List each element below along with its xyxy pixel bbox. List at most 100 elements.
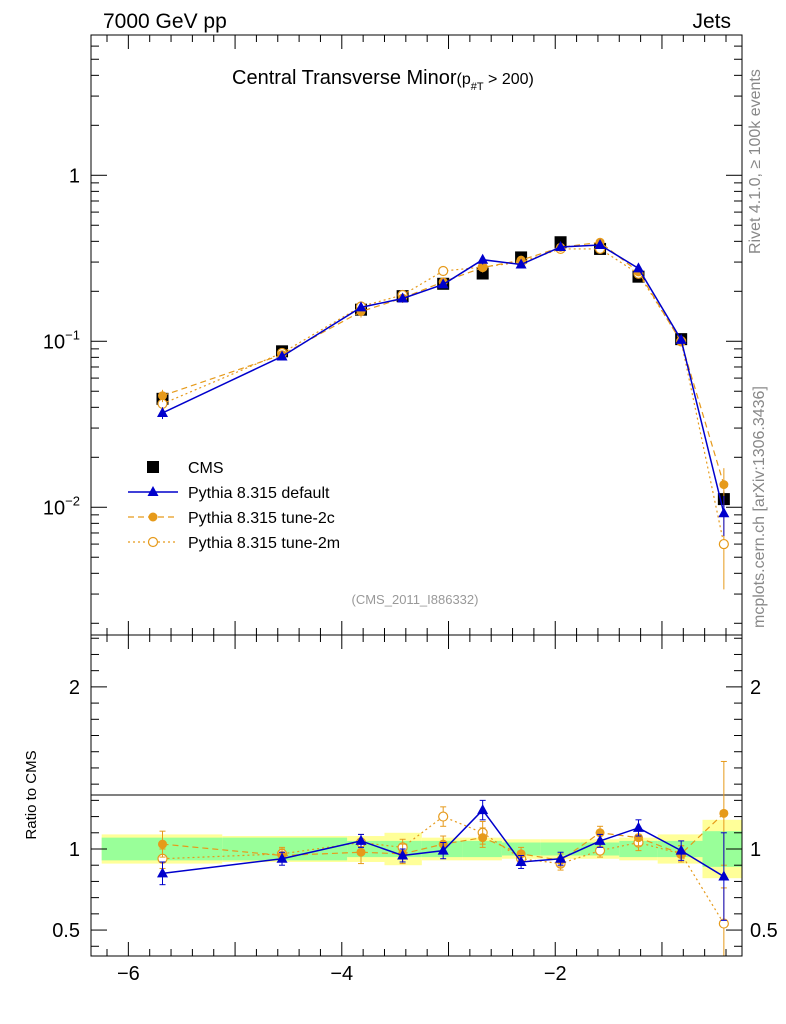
default-marker (718, 507, 730, 518)
ratio-y-tick-labels: 0.5 0.5 1 1 2 2 (52, 677, 778, 942)
default-marker (147, 486, 159, 496)
legend-item: Pythia 8.315 default (128, 485, 330, 502)
ratio-y-tick-label-right: 0.5 (750, 920, 778, 942)
legend-label: Pythia 8.315 tune-2m (188, 535, 340, 552)
main-y-tick-exp: −2 (65, 493, 80, 508)
tune2m-marker (718, 538, 729, 550)
default-marker (718, 870, 730, 881)
tune2c-marker (356, 847, 366, 857)
tune2c-marker (478, 263, 488, 273)
ratio-y-tick-label-left: 1 (69, 839, 80, 861)
main-title: Central Transverse Minor(p#T > 200) (232, 67, 534, 93)
tune2c-marker (158, 839, 168, 849)
tune2m-marker (438, 265, 449, 277)
default-marker (437, 278, 449, 289)
series-pythia-8-315-tune-2c (158, 237, 729, 506)
ratio-y-tick-label-right: 1 (750, 839, 761, 861)
default-marker (397, 849, 409, 860)
legend-item: CMS (147, 460, 224, 477)
main-title-sub: (p (457, 71, 471, 88)
series-line (162, 244, 725, 514)
default-marker (276, 350, 288, 361)
default-marker (355, 834, 367, 845)
ratio-y-tick-label-right: 2 (750, 677, 761, 699)
main-title-sub-tail: > 200) (484, 71, 534, 88)
tune2c-marker (719, 480, 729, 490)
header-left: 7000 GeV pp (103, 10, 227, 33)
tune2c-marker (719, 808, 729, 818)
ratio-panel: 0.5 0.5 1 1 2 2 −6 −4 −2 Ratio to CMS (23, 634, 778, 985)
default-marker (437, 844, 449, 855)
ratio-series-pythia-8-315-tune-2m (157, 806, 729, 957)
main-y-tick-labels: 110−110−2 (43, 165, 80, 519)
uncertainty-band-inner (540, 842, 581, 856)
ratio-x-tick-labels: −6 −4 −2 (117, 963, 567, 985)
ratio-series-pythia-8-315-tune-2c (158, 760, 729, 868)
default-marker (555, 852, 567, 863)
default-marker (675, 333, 687, 344)
tune2m-marker (147, 536, 159, 548)
main-title-text: Central Transverse Minor (232, 67, 457, 89)
tune2c-marker (516, 849, 526, 859)
main-y-tick-base: 10 (43, 497, 65, 519)
main-ticks (91, 34, 742, 635)
tune2c-marker (478, 833, 488, 843)
ratio-series-line (162, 815, 725, 924)
ratio-series (157, 760, 730, 957)
main-series (156, 236, 730, 590)
ratio-series-line (162, 808, 725, 878)
ratio-y-tick-label-left: 2 (69, 677, 80, 699)
legend-label: CMS (188, 460, 224, 477)
ratio-series-line (162, 812, 725, 861)
uncertainty-band-inner (462, 840, 502, 858)
legend-item: Pythia 8.315 tune-2m (128, 535, 340, 552)
tune2c-marker (158, 391, 168, 401)
ratio-x-tick-label: −2 (544, 963, 567, 985)
default-marker (515, 855, 527, 866)
default-marker (555, 240, 567, 251)
main-y-tick-label: 10−1 (43, 327, 80, 353)
main-y-tick-label: 1 (69, 165, 80, 187)
ratio-y-tick-label-left: 0.5 (52, 920, 80, 942)
main-title-sub-index: #T (471, 81, 484, 93)
default-marker (594, 834, 606, 845)
ratio-series-pythia-8-315-default (157, 799, 730, 921)
tune2c-marker (148, 512, 158, 522)
default-marker (477, 253, 489, 264)
ratio-ticks (91, 635, 742, 956)
legend-item: Pythia 8.315 tune-2c (128, 510, 335, 527)
ratio-frame (90, 634, 743, 957)
series-line (162, 248, 725, 545)
series-line (162, 241, 725, 485)
default-marker (594, 239, 606, 250)
cms-marker (147, 461, 159, 473)
default-marker (397, 292, 409, 303)
default-marker (477, 804, 489, 815)
default-marker (675, 844, 687, 855)
default-marker (157, 867, 169, 878)
legend-label: Pythia 8.315 default (188, 485, 330, 502)
ratio-x-tick-label: −4 (330, 963, 353, 985)
tune2c-marker (595, 828, 605, 838)
main-y-tick-label: 10−2 (43, 493, 80, 519)
tune2c-marker (633, 833, 643, 843)
watermark: (CMS_2011_I886332) (352, 592, 479, 607)
default-marker (515, 258, 527, 269)
main-y-tick-base: 1 (69, 165, 80, 187)
ratio-x-tick-label: −6 (117, 963, 140, 985)
legend: CMS Pythia 8.315 default Pythia 8.315 tune… (128, 460, 340, 552)
default-marker (632, 821, 644, 832)
main-panel: 110−110−2 Central Transverse Minor(p#T >… (43, 34, 743, 636)
main-y-tick-exp: −1 (65, 327, 80, 342)
default-marker (632, 262, 644, 273)
default-marker (355, 301, 367, 312)
mcplots-label: mcplots.cern.ch [arXiv:1306.3436] (751, 386, 768, 628)
legend-label: Pythia 8.315 tune-2c (188, 510, 335, 527)
rivet-label: Rivet 4.1.0, ≥ 100k events (747, 69, 764, 254)
series-pythia-8-315-default (157, 239, 730, 537)
tune2m-marker (438, 811, 449, 822)
main-y-tick-base: 10 (43, 331, 65, 353)
header-right: Jets (692, 10, 731, 33)
ratio-y-axis-label: Ratio to CMS (23, 750, 40, 839)
